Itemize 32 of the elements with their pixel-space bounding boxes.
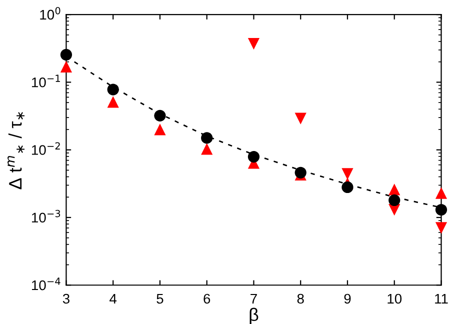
point <box>248 38 260 50</box>
point <box>60 60 72 72</box>
y-tick-label: 10$^{−3}$ <box>32 210 60 223</box>
point <box>388 194 400 206</box>
x-tick-label: 4 <box>110 294 117 304</box>
point <box>201 143 213 155</box>
point <box>154 124 166 136</box>
x-tick-label: 11 <box>435 294 448 304</box>
y-tick-label: 10$^{−4}$ <box>32 278 60 290</box>
point <box>107 84 119 96</box>
y-axis-title: Δ t$^{m}$$_{∗}$ / τ$_{∗}$ <box>8 112 24 190</box>
x-tick-label: 9 <box>344 294 351 304</box>
y-tick-label: 10$^{−2}$ <box>32 142 60 155</box>
point <box>60 48 72 61</box>
point <box>435 222 448 234</box>
y-tick-label: 10$^{−1}$ <box>32 74 60 88</box>
point <box>107 96 119 108</box>
x-tick-label: 7 <box>250 294 257 304</box>
point <box>201 132 213 144</box>
x-tick-label: 10 <box>388 294 402 304</box>
point <box>294 112 306 124</box>
point <box>248 150 260 163</box>
x-tick-label: 3 <box>62 294 70 304</box>
x-tick-label: 8 <box>297 294 304 304</box>
x-tick-label: 6 <box>204 294 210 304</box>
point <box>435 204 448 216</box>
point <box>342 168 354 180</box>
point <box>435 187 448 199</box>
y-tick-label: 10$^{0}$ <box>40 6 60 20</box>
x-tick-label: 5 <box>156 294 164 304</box>
point <box>154 110 166 122</box>
point <box>388 184 400 196</box>
